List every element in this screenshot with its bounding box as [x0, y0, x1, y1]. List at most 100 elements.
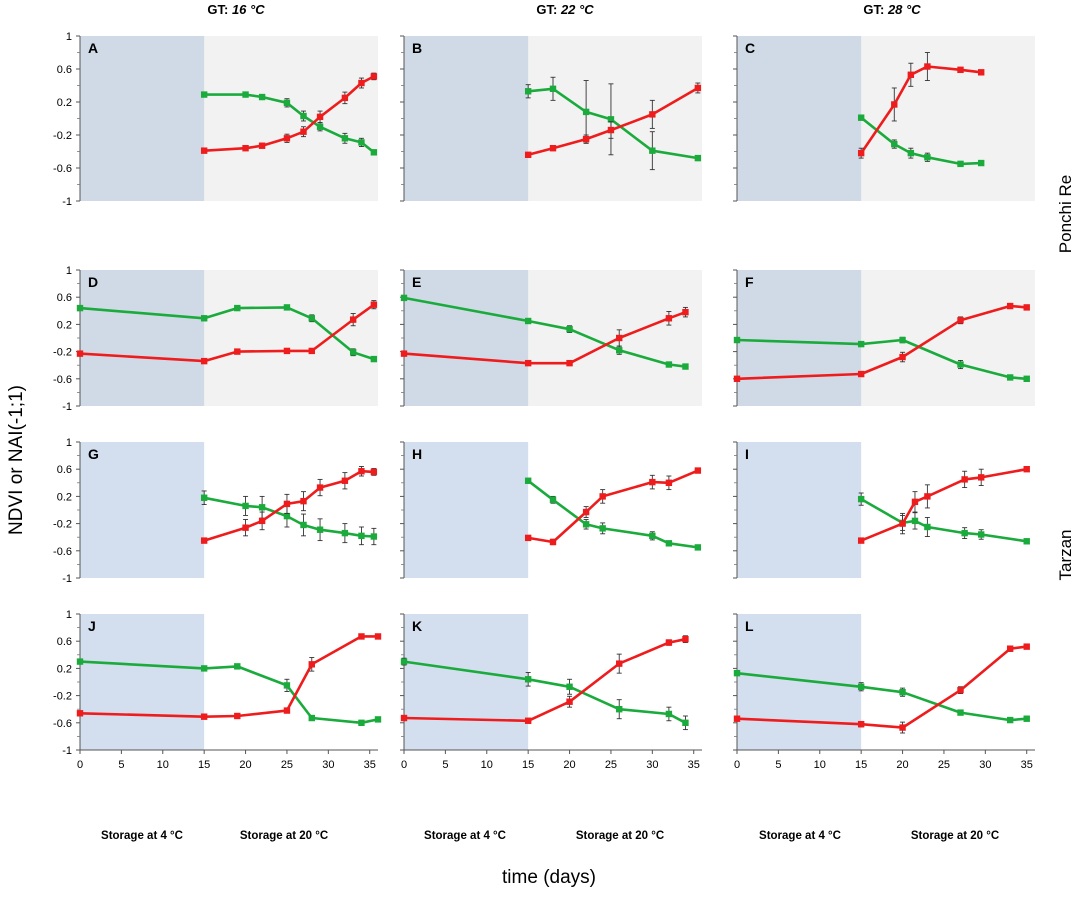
panel-e-nai-point: [682, 308, 689, 316]
panel-d-y-tick-label: -1: [62, 401, 72, 413]
panel-j-x-tick-label: 0: [77, 759, 83, 771]
panel-e-ndvi-point: [566, 325, 573, 333]
panel-g-ndvi-point: [258, 504, 266, 511]
panel-k-x-tick-label: 20: [563, 759, 575, 771]
storage-label-warm-col2: Storage at 20 °C: [576, 830, 664, 842]
panel-g-nai-point: [341, 477, 349, 484]
panel-h-nai-point: [524, 534, 532, 542]
panel-l-x-tick-label: 30: [979, 759, 991, 771]
panel-a-letter: A: [88, 40, 98, 56]
panel-a-nai-point: [358, 79, 365, 87]
panel-c-ndvi-point: [907, 149, 915, 157]
panel-l-letter: L: [745, 618, 754, 634]
storage-label-cold-col3: Storage at 4 °C: [759, 830, 841, 842]
panel-h: H: [400, 441, 702, 579]
panel-d-nai-point: [200, 357, 208, 365]
panel-k-nai-point: [400, 714, 408, 722]
panel-h-nai-point: [582, 508, 590, 516]
panel-a-nai-point: [370, 73, 378, 80]
panel-b-nai-line: [527, 86, 699, 157]
panel-j-ndvi-point: [308, 714, 315, 722]
panel-e-nai-point: [400, 350, 408, 357]
panel-g-cold-storage-region: [80, 442, 205, 578]
panel-l-nai-point: [1006, 645, 1014, 652]
panel-a-y-tick-label: -0.2: [53, 130, 72, 142]
panel-f-letter: F: [745, 274, 754, 290]
panel-h-nai-point: [549, 538, 557, 546]
panel-k-nai-point: [665, 639, 673, 646]
panel-a-nai-point: [242, 145, 249, 152]
panel-d-ndvi-point: [349, 349, 357, 356]
panel-f-cold-storage-region: [737, 270, 862, 406]
panel-b-ndvi-point: [649, 147, 656, 154]
panel-f-ndvi-point: [857, 340, 865, 348]
panel-d-ndvi-point: [234, 304, 241, 312]
panel-k-x-tick-label: 25: [605, 759, 617, 771]
panel-i-ndvi-point: [961, 529, 968, 537]
panel-a-y-tick-label: -0.6: [53, 163, 72, 175]
panel-c-ndvi-point: [857, 114, 865, 121]
panel-i-nai-point: [961, 476, 968, 483]
panel-a-y-tick-label: 0.6: [57, 64, 72, 76]
panel-h-nai-point: [599, 493, 606, 500]
panel-j-y-tick-label: -0.6: [53, 718, 72, 730]
panel-g-ndvi-point: [200, 494, 208, 501]
panel-l-ndvi-point: [957, 709, 964, 716]
panel-d-nai-point: [234, 348, 241, 355]
panel-g-nai-point: [242, 524, 249, 531]
panel-f-ndvi-point: [1023, 375, 1030, 382]
panel-c-nai-line: [860, 65, 982, 154]
panel-d-nai-point: [370, 301, 378, 308]
panel-g-nai-point: [300, 497, 307, 505]
panel-c-letter: C: [745, 40, 755, 56]
panel-j-ndvi-point: [76, 658, 84, 665]
panel-b-ndvi-point: [582, 108, 590, 116]
panel-j-nai-point: [283, 707, 291, 714]
panel-g-y-tick-label: -0.6: [53, 546, 72, 558]
panel-l-cold-storage-region: [737, 614, 862, 750]
panel-d-letter: D: [88, 274, 98, 290]
panel-d-ndvi-point: [370, 355, 378, 363]
y-axis-label: NDVI or NAI(-1;1): [6, 385, 27, 535]
panel-j-ndvi-point: [283, 682, 291, 689]
panel-j-nai-point: [374, 633, 382, 640]
panel-g-y-tick-label: 0.6: [57, 464, 72, 476]
panel-f-ndvi-point: [1006, 374, 1014, 381]
panel-j-x-tick-label: 25: [281, 759, 293, 771]
panel-k-ndvi-point: [682, 719, 689, 726]
panel-a-ndvi-point: [316, 123, 324, 130]
panel-d-y-tick-label: 1: [66, 265, 72, 277]
panel-j-nai-point: [76, 710, 84, 717]
panel-i-ndvi-point: [857, 495, 865, 503]
panel-a-ndvi-point: [200, 91, 208, 98]
panel-g-ndvi-point: [283, 512, 291, 520]
panel-d-nai-point: [283, 347, 291, 355]
panel-g-nai-point: [200, 537, 208, 544]
panel-a-ndvi-point: [358, 139, 365, 146]
panel-j-nai-point: [308, 661, 315, 668]
panel-k-nai-point: [524, 717, 532, 724]
panel-j-cold-storage-region: [80, 614, 205, 750]
panel-l-nai-point: [857, 720, 865, 728]
panel-l-ndvi-point: [857, 683, 865, 690]
panel-i-nai-point: [924, 493, 931, 500]
panel-l-x-tick-label: 0: [734, 759, 740, 771]
panel-c-nai-point: [907, 71, 915, 78]
panel-a-nai-point: [258, 142, 266, 149]
panel-l-nai-point: [957, 686, 964, 694]
panel-k-x-tick-label: 30: [646, 759, 658, 771]
panel-f-nai-point: [1006, 302, 1014, 310]
panel-j: 1 0.6 0.2 -0.2 -0.6 -1 0 5 10 15 20 25 30 35 J: [53, 609, 382, 771]
panel-f-ndvi-point: [733, 336, 741, 344]
panel-d: 1 0.6 0.2 -0.2 -0.6 -1 D: [53, 265, 378, 413]
panel-e-nai-point: [665, 315, 673, 322]
panel-g-nai-point: [283, 500, 291, 508]
panel-c: C: [733, 35, 1035, 202]
panel-c-ndvi-point: [924, 154, 931, 161]
panel-l-ndvi-point: [733, 669, 741, 677]
panel-k-ndvi-point: [665, 710, 673, 718]
panel-j-y-tick-label: -1: [62, 745, 72, 757]
panel-k-ndvi-point: [524, 676, 532, 683]
panel-h-nai-point: [694, 467, 702, 474]
panel-g-ndvi-point: [358, 532, 365, 540]
